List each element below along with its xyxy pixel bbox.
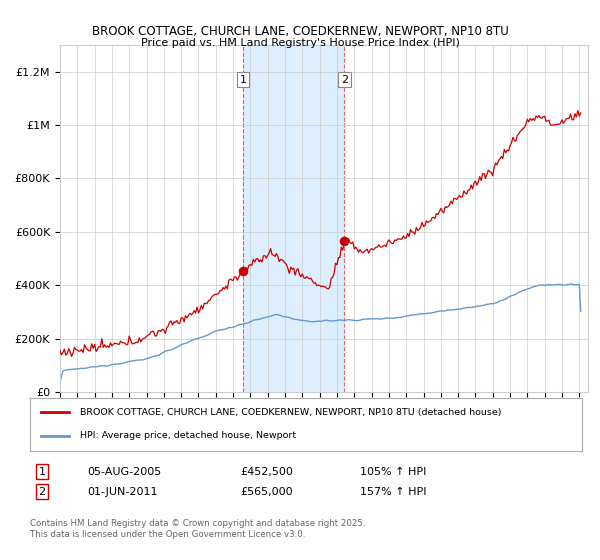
Text: £565,000: £565,000: [240, 487, 293, 497]
Text: 105% ↑ HPI: 105% ↑ HPI: [360, 466, 427, 477]
Text: 2: 2: [38, 487, 46, 497]
Text: 01-JUN-2011: 01-JUN-2011: [87, 487, 157, 497]
Text: Price paid vs. HM Land Registry's House Price Index (HPI): Price paid vs. HM Land Registry's House …: [140, 38, 460, 48]
Text: BROOK COTTAGE, CHURCH LANE, COEDKERNEW, NEWPORT, NP10 8TU (detached house): BROOK COTTAGE, CHURCH LANE, COEDKERNEW, …: [80, 408, 501, 417]
Point: [238, 267, 248, 276]
Bar: [243, 45, 344, 392]
Text: HPI: Average price, detached house, Newport: HPI: Average price, detached house, Newp…: [80, 431, 296, 440]
Text: 2: 2: [341, 74, 348, 85]
Text: Contains HM Land Registry data © Crown copyright and database right 2025.
This d: Contains HM Land Registry data © Crown c…: [30, 520, 365, 539]
Text: £452,500: £452,500: [240, 466, 293, 477]
Point: [340, 237, 349, 246]
Text: 1: 1: [38, 466, 46, 477]
Text: 05-AUG-2005: 05-AUG-2005: [87, 466, 161, 477]
Text: BROOK COTTAGE, CHURCH LANE, COEDKERNEW, NEWPORT, NP10 8TU: BROOK COTTAGE, CHURCH LANE, COEDKERNEW, …: [92, 25, 508, 38]
Text: 1: 1: [239, 74, 247, 85]
Text: 157% ↑ HPI: 157% ↑ HPI: [360, 487, 427, 497]
